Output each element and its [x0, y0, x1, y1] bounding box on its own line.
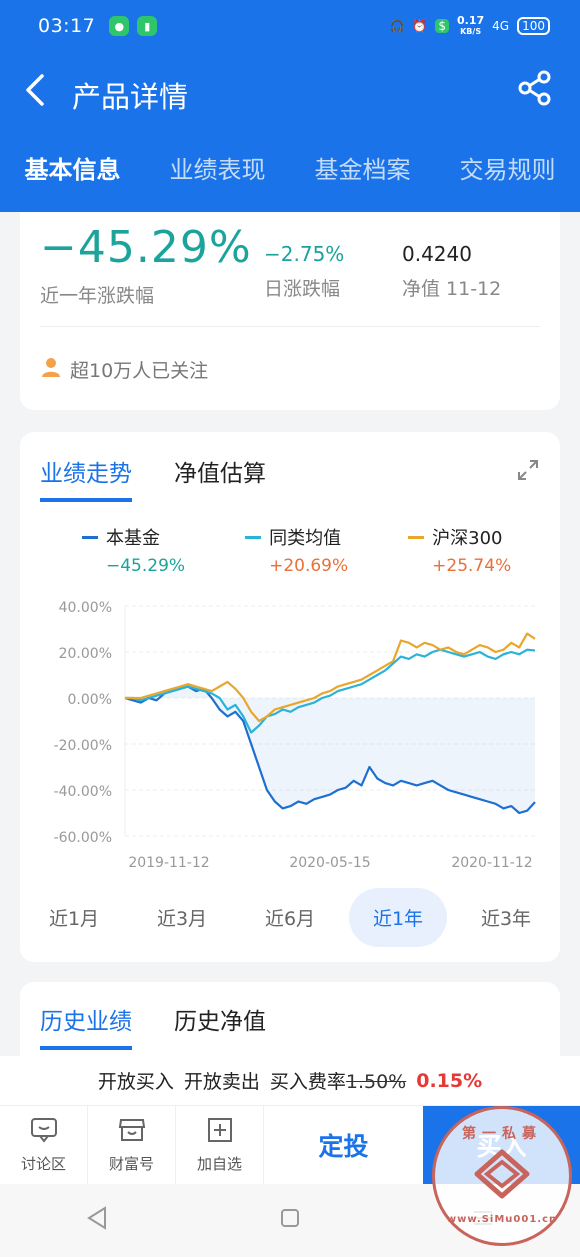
year-change-stat: −45.29% 近一年涨跌幅 — [40, 222, 252, 308]
old-fee-rate: 1.50% — [345, 1071, 407, 1093]
tab-nav-estimate[interactable]: 净值估算 — [174, 461, 266, 487]
fee-bar: 开放买入 开放卖出 买入费率1.50% 0.15% — [0, 1056, 580, 1106]
series-line-2 — [125, 632, 536, 723]
y-tick-label: 20.00% — [59, 646, 112, 662]
watermark-url: www.SiMu001.cn — [446, 1214, 558, 1225]
chart-tabs: 业绩走势 净值估算 — [40, 454, 266, 502]
chevron-left-icon[interactable] — [24, 72, 46, 117]
app-header: 产品详情 基本信息 业绩表现 基金档案 交易规则 — [0, 52, 580, 212]
range-6m[interactable]: 近6月 — [264, 908, 316, 930]
y-tick-label: -20.00% — [54, 738, 112, 754]
status-bar: 03:17 ● ▮ 🎧 ⏰ $ 0.17 KB/S 4G 100 — [0, 0, 580, 52]
series-area-0 — [125, 686, 535, 813]
legend-swatch — [82, 535, 98, 539]
summary-card: −45.29% 近一年涨跌幅 −2.75% 日涨跌幅 0.4240 净值 11-… — [20, 212, 560, 410]
range-1y[interactable]: 近1年 — [348, 888, 448, 947]
expand-icon[interactable] — [516, 458, 540, 486]
new-fee-rate: 0.15% — [416, 1069, 483, 1092]
range-3y[interactable]: 近3年 — [480, 908, 532, 930]
series-line-1 — [125, 648, 536, 734]
series-line-0 — [124, 685, 536, 815]
status-time: 03:17 — [38, 15, 96, 37]
divider — [40, 326, 540, 327]
fee-rate-label: 买入费率1.50% — [269, 1071, 407, 1093]
tab-performance-trend[interactable]: 业绩走势 — [40, 454, 132, 502]
nav-stat: 0.4240 净值 11-12 — [402, 242, 501, 301]
year-change-value: −45.29% — [40, 222, 252, 273]
performance-chart: 40.00% 20.00% 0.00% -20.00% -40.00% -60.00% 20… — [54, 600, 536, 871]
history-tabs: 历史业绩 历史净值 — [40, 1002, 266, 1050]
followers-text: 超10万人已关注 — [70, 360, 209, 382]
page-title: 产品详情 — [72, 80, 189, 114]
legend-item-fund: 本基金 −45.29% — [82, 524, 185, 576]
chart-legend: 本基金 −45.29% 同类均值 +20.69% 沪深300 +25.74% — [82, 524, 511, 576]
plus-square-icon — [206, 1117, 234, 1147]
legend-item-hs300: 沪深300 +25.74% — [408, 524, 511, 576]
battery-app-icon: ▮ — [137, 16, 158, 36]
y-tick-label: 0.00% — [68, 692, 112, 708]
nav-label: 净值 11-12 — [402, 278, 502, 300]
year-change-label: 近一年涨跌幅 — [40, 285, 155, 307]
day-change-label: 日涨跌幅 — [264, 278, 341, 300]
chart-card: 业绩走势 净值估算 本基金 −45.29% 同类均值 +20.69% 沪深300… — [20, 432, 560, 962]
tab-trade-rules[interactable]: 交易规则 — [459, 156, 556, 184]
nav-value: 0.4240 — [402, 242, 472, 266]
shield-icon: $ — [435, 19, 450, 33]
legend-swatch — [245, 535, 262, 539]
watermark-logo — [467, 1144, 537, 1208]
share-icon[interactable] — [518, 70, 552, 110]
battery-level: 100 — [517, 17, 550, 35]
range-selector: 近1月 近3月 近6月 近1年 近3年 — [20, 888, 560, 947]
alarm-icon: ⏰ — [412, 19, 428, 33]
open-sell-text: 开放卖出 — [183, 1071, 260, 1093]
discussion-button[interactable]: 讨论区 — [0, 1106, 88, 1184]
add-watchlist-button[interactable]: 加自选 — [176, 1106, 264, 1184]
message-app-icon: ● — [109, 16, 130, 36]
y-tick-label: 40.00% — [59, 600, 112, 616]
network-type: 4G — [492, 19, 510, 33]
tab-history-nav[interactable]: 历史净值 — [174, 1009, 266, 1035]
fixed-invest-button[interactable]: 定投 — [318, 1132, 369, 1161]
store-icon — [118, 1117, 146, 1147]
day-change-stat: −2.75% 日涨跌幅 — [264, 242, 344, 301]
legend-swatch — [408, 535, 425, 539]
headphones-icon: 🎧 — [389, 19, 405, 33]
wealth-account-button[interactable]: 财富号 — [88, 1106, 176, 1184]
watermark-stamp: 第一私募 www.SiMu001.cn — [432, 1106, 572, 1246]
x-tick-label: 2020-11-12 — [451, 855, 532, 871]
tab-basic-info[interactable]: 基本信息 — [24, 156, 121, 184]
followers-info: 超10万人已关注 — [40, 356, 208, 383]
user-icon — [40, 356, 62, 383]
x-tick-label: 2020-05-15 — [289, 855, 370, 871]
home-square-icon[interactable] — [280, 1208, 300, 1234]
tab-history-performance[interactable]: 历史业绩 — [40, 1002, 132, 1050]
range-3m[interactable]: 近3月 — [156, 908, 208, 930]
chat-icon — [30, 1117, 58, 1147]
network-speed: 0.17 KB/S — [457, 13, 485, 36]
tab-performance[interactable]: 业绩表现 — [169, 156, 266, 184]
y-tick-label: -40.00% — [54, 784, 112, 800]
tab-fund-profile[interactable]: 基金档案 — [314, 156, 411, 184]
legend-item-peer-avg: 同类均值 +20.69% — [245, 524, 348, 576]
y-tick-label: -60.00% — [54, 830, 112, 846]
range-1m[interactable]: 近1月 — [48, 908, 100, 930]
watermark-top-text: 第一私募 — [462, 1126, 542, 1142]
x-tick-label: 2019-11-12 — [128, 855, 209, 871]
back-triangle-icon[interactable] — [86, 1205, 108, 1236]
open-buy-text: 开放买入 — [97, 1071, 174, 1093]
main-tabs: 基本信息 业绩表现 基金档案 交易规则 — [0, 150, 580, 193]
day-change-value: −2.75% — [264, 242, 345, 266]
